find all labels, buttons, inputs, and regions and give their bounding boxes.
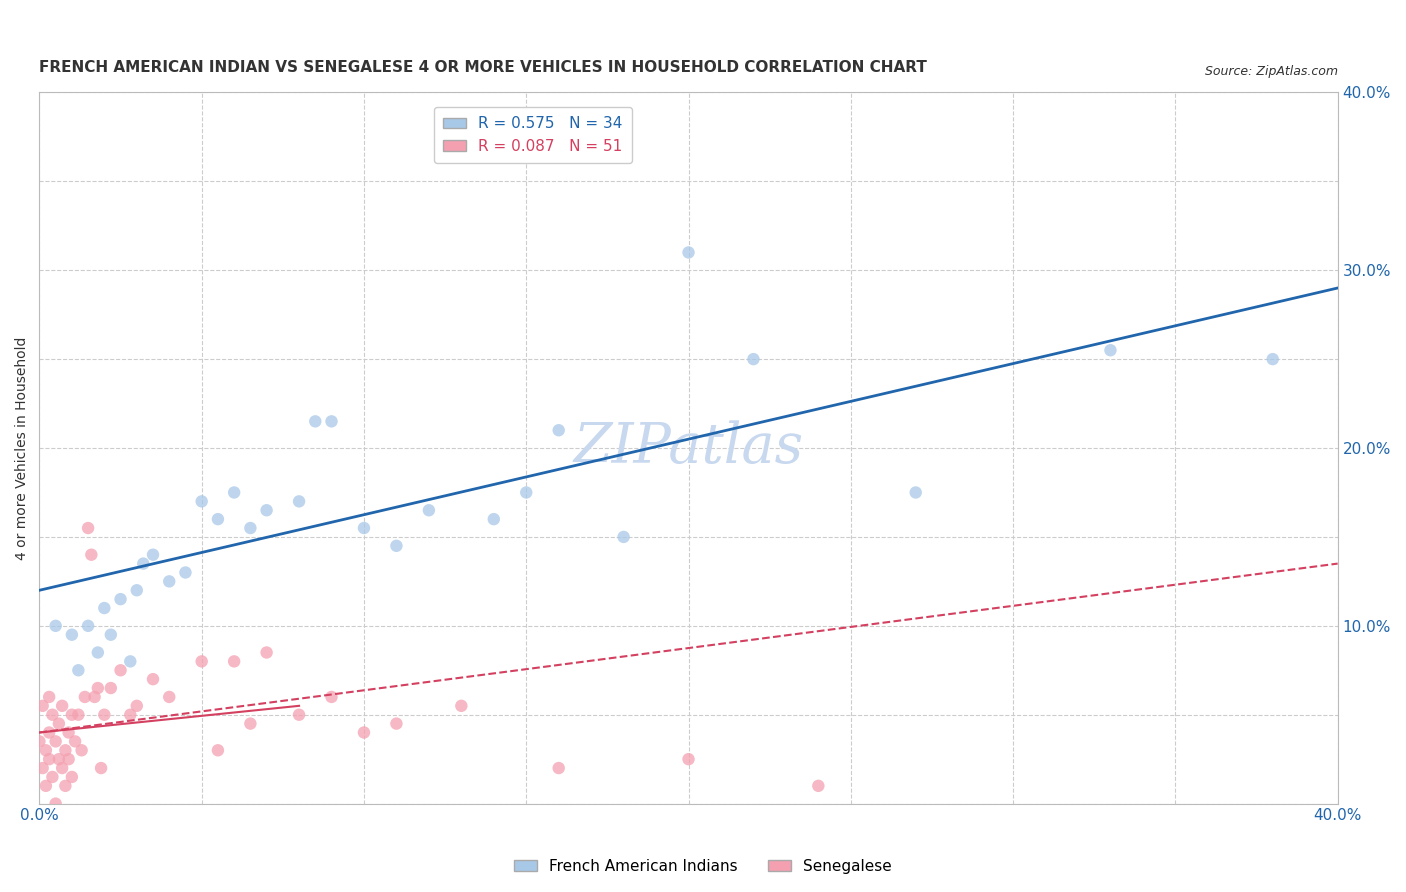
Point: [38, 690, 60, 704]
Point: [807, 779, 830, 793]
Point: [678, 752, 700, 766]
Point: [41, 770, 63, 784]
Point: [45, 734, 67, 748]
Point: [678, 245, 700, 260]
Point: [613, 530, 636, 544]
Point: [77, 619, 100, 633]
Point: [256, 645, 278, 659]
Point: [239, 521, 262, 535]
Text: Source: ZipAtlas.com: Source: ZipAtlas.com: [1205, 65, 1337, 78]
Point: [418, 503, 440, 517]
Point: [28, 734, 51, 748]
Point: [142, 672, 165, 686]
Point: [224, 654, 246, 668]
Point: [904, 485, 927, 500]
Point: [304, 414, 326, 428]
Point: [63, 734, 86, 748]
Point: [515, 485, 537, 500]
Point: [31, 761, 53, 775]
Point: [31, 698, 53, 713]
Point: [174, 566, 197, 580]
Point: [60, 770, 83, 784]
Point: [51, 698, 73, 713]
Point: [110, 663, 132, 677]
Point: [353, 521, 375, 535]
Point: [256, 503, 278, 517]
Point: [132, 557, 155, 571]
Point: [1099, 343, 1122, 358]
Point: [93, 707, 115, 722]
Point: [87, 681, 110, 695]
Point: [41, 707, 63, 722]
Text: FRENCH AMERICAN INDIAN VS SENEGALESE 4 OR MORE VEHICLES IN HOUSEHOLD CORRELATION: FRENCH AMERICAN INDIAN VS SENEGALESE 4 O…: [39, 60, 928, 75]
Point: [120, 654, 142, 668]
Point: [83, 690, 105, 704]
Point: [547, 423, 569, 437]
Point: [60, 707, 83, 722]
Point: [547, 761, 569, 775]
Point: [80, 548, 103, 562]
Point: [125, 583, 148, 598]
Point: [482, 512, 505, 526]
Point: [87, 645, 110, 659]
Point: [48, 752, 70, 766]
Point: [321, 690, 343, 704]
Point: [742, 352, 765, 367]
Point: [120, 707, 142, 722]
Legend: French American Indians, Senegalese: French American Indians, Senegalese: [508, 853, 898, 880]
Point: [48, 716, 70, 731]
Legend: R = 0.575   N = 34, R = 0.087   N = 51: R = 0.575 N = 34, R = 0.087 N = 51: [434, 107, 631, 163]
Point: [55, 779, 77, 793]
Point: [51, 761, 73, 775]
Point: [38, 752, 60, 766]
Point: [45, 619, 67, 633]
Point: [77, 521, 100, 535]
Point: [70, 743, 93, 757]
Point: [110, 592, 132, 607]
Point: [125, 698, 148, 713]
Point: [190, 494, 212, 508]
Point: [288, 494, 311, 508]
Point: [353, 725, 375, 739]
Point: [67, 663, 90, 677]
Point: [385, 539, 408, 553]
Point: [58, 725, 80, 739]
Point: [58, 752, 80, 766]
Point: [224, 485, 246, 500]
Point: [67, 707, 90, 722]
Y-axis label: 4 or more Vehicles in Household: 4 or more Vehicles in Household: [15, 336, 30, 559]
Point: [35, 779, 58, 793]
Point: [100, 628, 122, 642]
Point: [157, 574, 180, 589]
Point: [73, 690, 96, 704]
Point: [321, 414, 343, 428]
Point: [190, 654, 212, 668]
Point: [385, 716, 408, 731]
Point: [1261, 352, 1284, 367]
Point: [35, 743, 58, 757]
Point: [288, 707, 311, 722]
Point: [157, 690, 180, 704]
Point: [100, 681, 122, 695]
Point: [55, 743, 77, 757]
Point: [60, 628, 83, 642]
Point: [90, 761, 112, 775]
Point: [93, 601, 115, 615]
Point: [142, 548, 165, 562]
Point: [239, 716, 262, 731]
Point: [38, 725, 60, 739]
Point: [207, 743, 229, 757]
Point: [450, 698, 472, 713]
Point: [45, 797, 67, 811]
Point: [207, 512, 229, 526]
Text: ZIPatlas: ZIPatlas: [574, 421, 804, 475]
